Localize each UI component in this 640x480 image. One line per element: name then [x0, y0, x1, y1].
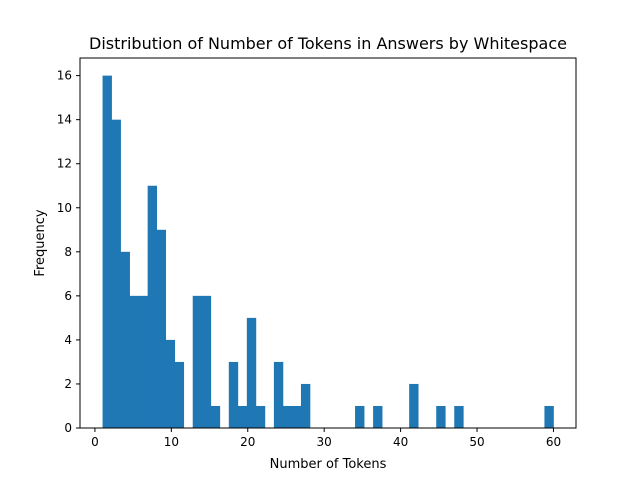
histogram-bar	[138, 295, 148, 428]
bars-layer	[102, 75, 554, 429]
x-tick-label: 0	[91, 435, 99, 449]
x-axis-label: Number of Tokens	[270, 457, 387, 472]
histogram-bar	[129, 295, 139, 428]
x-tick-label: 10	[164, 435, 179, 449]
histogram-bar	[156, 229, 167, 428]
x-tick-label: 60	[546, 435, 561, 449]
y-tick-label: 2	[64, 377, 72, 391]
x-axis-ticks: 0 10 20 30 40 50 60	[91, 428, 561, 449]
histogram-bar	[282, 405, 293, 428]
y-tick-label: 12	[57, 157, 72, 171]
histogram-bar	[237, 405, 248, 428]
histogram-bar	[165, 339, 176, 428]
y-tick-label: 10	[57, 201, 72, 215]
histogram-bar	[255, 405, 266, 428]
histogram-bar	[454, 405, 464, 428]
histogram-bar	[210, 405, 221, 428]
histogram-bar	[192, 295, 203, 428]
x-tick-label: 50	[469, 435, 484, 449]
y-tick-label: 4	[64, 333, 72, 347]
x-tick-label: 40	[393, 435, 408, 449]
histogram-bar	[201, 295, 212, 428]
y-tick-label: 16	[57, 69, 72, 83]
y-tick-label: 6	[64, 289, 72, 303]
y-tick-label: 0	[64, 421, 72, 435]
histogram-bar	[436, 405, 446, 428]
histogram-bar	[409, 383, 419, 428]
y-tick-label: 8	[64, 245, 72, 259]
chart-title: Distribution of Number of Tokens in Answ…	[89, 34, 567, 53]
histogram-bar	[102, 75, 112, 429]
y-tick-label: 14	[57, 113, 72, 127]
y-axis-label: Frequency	[33, 209, 48, 276]
histogram-bar	[300, 383, 311, 428]
plot-frame	[79, 57, 577, 429]
histogram-bar	[373, 405, 383, 428]
histogram-bar	[544, 405, 554, 428]
histogram-bar	[246, 317, 257, 428]
histogram-bar	[147, 185, 158, 428]
histogram-bar	[174, 361, 185, 428]
histogram-bar	[120, 251, 130, 428]
histogram-bar	[273, 361, 284, 428]
y-axis-ticks: 0 2 4 6 8 10 12 14 16	[57, 69, 80, 435]
histogram-bar	[291, 405, 302, 428]
histogram-bar	[228, 361, 239, 428]
x-tick-label: 20	[240, 435, 255, 449]
histogram-bar	[355, 405, 365, 428]
x-tick-label: 30	[317, 435, 332, 449]
histogram-bar	[111, 119, 121, 429]
